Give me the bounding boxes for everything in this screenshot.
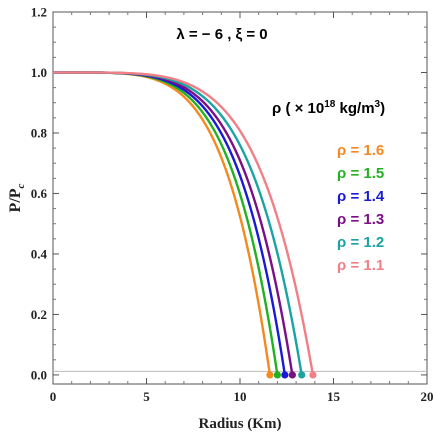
series-line <box>53 71 287 376</box>
series-line <box>53 71 303 376</box>
surface-marker <box>273 371 281 379</box>
y-tick-label: 0.0 <box>31 367 47 382</box>
annotation: λ = − 6 , ξ = 0 <box>176 26 267 43</box>
y-tick-label: 0.2 <box>31 307 47 322</box>
legend-item: ρ = 1.1 <box>337 257 384 274</box>
legend-item: ρ = 1.2 <box>337 234 384 251</box>
x-tick-label: 20 <box>421 389 434 404</box>
x-tick-label: 15 <box>327 389 341 404</box>
x-tick-label: 5 <box>143 389 150 404</box>
x-tick-label: 10 <box>234 389 247 404</box>
legend-item: ρ = 1.3 <box>337 211 384 228</box>
surface-marker <box>281 371 289 379</box>
y-axis-label: P/Pc <box>7 183 27 212</box>
legend-item: ρ = 1.6 <box>337 142 384 159</box>
x-axis-label: Radius (Km) <box>199 416 282 432</box>
x-tick-label: 0 <box>50 389 57 404</box>
legend-title: ρ ( × 1018 kg/m3) <box>272 99 385 117</box>
ticks: 0 5 10 15 20 0.0 0.2 0.4 0.6 0.8 1.0 1.2 <box>31 5 434 405</box>
series-line <box>53 71 315 376</box>
y-tick-label: 1.2 <box>31 5 47 20</box>
surface-marker <box>288 371 296 379</box>
series-line <box>53 71 294 376</box>
series-line <box>53 71 279 376</box>
surface-marker <box>309 371 317 379</box>
y-tick-label: 1.0 <box>31 65 47 80</box>
legend-item: ρ = 1.5 <box>337 165 384 182</box>
y-tick-label: 0.8 <box>31 125 48 140</box>
legend: ρ = 1.6 ρ = 1.5 ρ = 1.4 ρ = 1.3 ρ = 1.2 ρ = 1… <box>337 142 385 274</box>
series-line <box>53 71 272 376</box>
legend-item: ρ = 1.4 <box>337 188 385 205</box>
y-tick-label: 0.6 <box>31 186 48 201</box>
y-tick-label: 0.4 <box>31 246 48 261</box>
surface-marker <box>298 371 306 379</box>
markers <box>266 371 317 379</box>
surface-marker <box>266 371 274 379</box>
curves <box>53 71 315 376</box>
